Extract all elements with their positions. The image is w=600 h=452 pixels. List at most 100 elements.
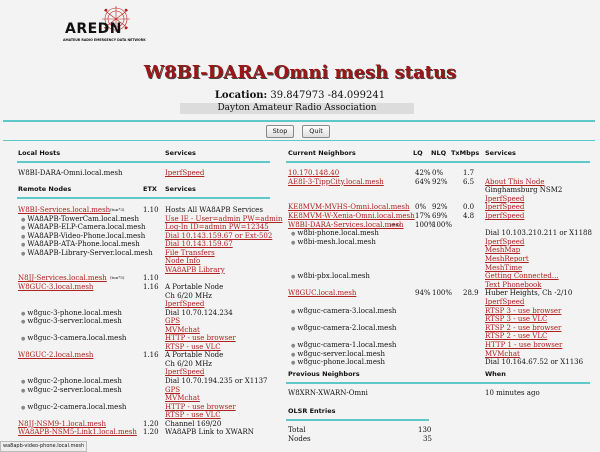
neighbor-lq: 94% <box>415 289 431 298</box>
remote-node[interactable]: W8GUC-3.local.mesh <box>18 282 94 291</box>
neighbor-service-link[interactable]: Getting Connected... <box>485 272 559 281</box>
local-service-link[interactable]: IperfSpeed <box>165 169 205 177</box>
remote-host: w8guc-3-camera.local.mesh <box>21 334 126 342</box>
status-bar: wa8apb-video-phone.local.mesh <box>0 441 88 452</box>
neighbor-node[interactable]: W8GUC.local.mesh <box>288 289 357 298</box>
neighbor-service-link[interactable]: RTSP 2 - use VLC <box>485 332 548 341</box>
neighbor-nlq: 100% <box>432 220 453 229</box>
remote-service-link[interactable]: Log-In ID=admin PW=12345 <box>165 223 269 232</box>
neighbor-service-link[interactable]: Text Phonebook <box>485 280 542 289</box>
remote-service-link[interactable]: IperfSpeed <box>165 300 205 309</box>
remote-service-link[interactable]: WA8APB Library <box>165 265 225 274</box>
remote-service: A Portable Node <box>165 351 224 360</box>
remote-service-link[interactable]: Node Info <box>165 257 201 266</box>
location-label: Location: <box>214 90 268 101</box>
remote-services-header: Services <box>165 185 196 193</box>
location: Location: 39.847973 -84.099241 <box>0 90 600 101</box>
remote-node[interactable]: WA8APB-NSM5-Link1.local.mesh <box>18 428 137 437</box>
neighbor-nlq: 92% <box>432 203 448 212</box>
neighbor-service-link[interactable]: MeshTime <box>485 263 523 272</box>
neighbor-node[interactable]: KE8MVM-W-Xenia-Omni.local.mesh <box>288 212 415 220</box>
neighbor-service-link[interactable]: RTSP 2 - use browser <box>485 323 562 332</box>
divider <box>17 161 270 163</box>
remote-service: Ch 6/20 MHz <box>165 359 212 368</box>
remote-service-link[interactable]: RTSP - use VLC <box>165 342 221 351</box>
neighbor-service-link[interactable]: IperfSpeed <box>485 212 525 220</box>
remote-node[interactable]: W8BI-Services.local.mesh <box>18 206 111 214</box>
neighbor-service-link[interactable]: IperfSpeed <box>485 298 525 306</box>
neighbor-node[interactable]: W8BI-DARA-Services.local.mesh <box>288 220 404 229</box>
olsr-header: OLSR Entries <box>288 407 336 415</box>
remote-service-link[interactable]: MVMchat <box>165 325 200 334</box>
previous-when: 10 minutes ago <box>485 389 540 397</box>
divider <box>3 120 595 122</box>
neighbor-host: w8bi-mesh.local.mesh <box>291 238 376 246</box>
remote-service-link[interactable]: MVMchat <box>165 394 200 403</box>
remote-node[interactable]: W8GUC-2.local.mesh <box>18 351 94 360</box>
logo-subtitle: AMATEUR RADIO EMERGENCY DATA NETWORK <box>63 38 146 42</box>
neighbor-tunnel-tag: (dtd) <box>390 221 400 227</box>
remote-node[interactable]: N8JJ-Services.local.mesh <box>18 274 107 283</box>
neighbor-service: Dial 10.103.210.211 or X1188 <box>485 229 592 238</box>
neighbor-nlq: 0% <box>432 169 444 177</box>
page-title: W8BI-DARA-Omni mesh status <box>143 62 457 83</box>
neighbor-node[interactable]: 10.170.148.40 <box>288 169 340 177</box>
divider <box>3 140 595 141</box>
neighbor-lq: 100% <box>415 220 436 229</box>
olsr-nodes-label: Nodes <box>288 435 311 443</box>
previous-neighbor: W8XRN-XWARN-Omni <box>288 389 368 397</box>
aredn-logo <box>102 6 130 32</box>
neighbor-service-link[interactable]: About This Node <box>485 177 545 186</box>
neighbor-node[interactable]: AE8I-3-TippCity.local.mesh <box>288 177 384 186</box>
neighbor-host: w8guc-phone.local.mesh <box>291 358 385 366</box>
remote-service-link[interactable]: HTTP - use browser <box>165 402 236 411</box>
neighbor-service-link[interactable]: MeshMap <box>485 246 521 255</box>
divider <box>17 197 270 199</box>
remote-host: w8guc-2-server.local.mesh <box>21 386 121 394</box>
remote-host: WA8APB-ATA-Phone.local.mesh <box>21 240 139 248</box>
remote-tunnel-tag: (tun*3) <box>110 207 125 212</box>
neighbor-service-link[interactable]: RTSP 3 - use VLC <box>485 315 548 324</box>
remote-service-link[interactable]: Dial 10.143.159.67 <box>165 240 233 249</box>
neighbor-service-link[interactable]: HTTP 1 - use browser <box>485 341 563 349</box>
neighbor-nlq: 69% <box>432 212 448 220</box>
when-header: When <box>485 370 506 378</box>
remote-host: w8guc-3-phone.local.mesh <box>21 309 122 317</box>
remote-tunnel-tag: (tun*5) <box>110 275 125 281</box>
remote-service: Dial 10.70.194.235 or X1137 <box>165 377 268 385</box>
neighbor-service-link[interactable]: IperfSpeed <box>485 203 525 212</box>
neighbor-service-link[interactable]: IperfSpeed <box>485 194 525 203</box>
neighbor-service-link[interactable]: MVMchat <box>485 349 520 358</box>
remote-service-link[interactable]: RTSP - use VLC <box>165 411 221 420</box>
neighbor-service-link[interactable]: MeshReport <box>485 255 529 263</box>
neighbor-service-link[interactable]: IperfSpeed <box>485 237 525 246</box>
divider <box>286 382 590 384</box>
quit-button[interactable]: Quit <box>302 125 330 138</box>
remote-service-link[interactable]: File Transfers <box>165 248 215 257</box>
divider <box>286 419 429 421</box>
stop-button[interactable]: Stop <box>266 125 294 138</box>
remote-service-link[interactable]: IperfSpeed <box>165 368 205 377</box>
neighbor-tx: 4.8 <box>463 212 475 220</box>
remote-service-link[interactable]: Use IE - User=admin PW=admin <box>165 214 283 223</box>
etx-header: ETX <box>143 185 157 193</box>
remote-etx: 1.16 <box>143 282 159 291</box>
neighbor-host: w8guc-camera-3.local.mesh <box>291 307 396 315</box>
neighbor-tx: 28.9 <box>463 289 479 298</box>
previous-neighbors-header: Previous Neighbors <box>288 370 360 378</box>
remote-etx: 1.20 <box>143 428 159 437</box>
neighbor-host: w8guc-camera-2.local.mesh <box>291 324 396 332</box>
neighbor-host: w8bi-phone.local.mesh <box>291 229 379 237</box>
neighbor-service-link[interactable]: RTSP 3 - use browser <box>485 306 562 315</box>
remote-etx: 1.20 <box>143 419 159 428</box>
neighbor-tx: 1.7 <box>463 169 475 177</box>
remote-service-link[interactable]: HTTP - use browser <box>165 334 236 343</box>
remote-service-link[interactable]: GPS <box>165 317 181 326</box>
divider <box>286 161 590 163</box>
remote-service-link[interactable]: Dial 10.143.159.67 or Ext-502 <box>165 231 273 240</box>
remote-service-link[interactable]: GPS <box>165 385 181 394</box>
neighbor-nlq: 100% <box>432 289 453 298</box>
neighbor-node[interactable]: KE8MVM-MVHS-Omni.local.mesh <box>288 203 410 212</box>
local-hosts-header: Local Hosts <box>18 149 61 157</box>
remote-node[interactable]: N8JJ-NSM9-1.local.mesh <box>18 419 107 428</box>
